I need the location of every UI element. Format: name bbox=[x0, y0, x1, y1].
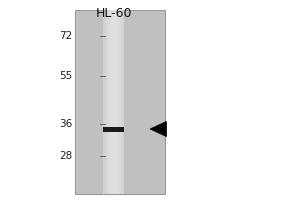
Bar bbox=[117, 10, 118, 194]
Polygon shape bbox=[150, 121, 166, 137]
Bar bbox=[113, 10, 114, 194]
Text: 36: 36 bbox=[59, 119, 72, 129]
Text: 55: 55 bbox=[59, 71, 72, 81]
Bar bbox=[105, 10, 106, 194]
Bar bbox=[107, 10, 108, 194]
Bar bbox=[120, 10, 121, 194]
Bar bbox=[121, 10, 122, 194]
Bar bbox=[106, 10, 107, 194]
Text: HL-60: HL-60 bbox=[96, 7, 132, 20]
Bar bbox=[112, 10, 113, 194]
Bar bbox=[108, 10, 109, 194]
Bar bbox=[103, 10, 124, 194]
Bar bbox=[109, 10, 110, 194]
Bar bbox=[75, 10, 165, 194]
Bar bbox=[111, 10, 112, 194]
Text: 72: 72 bbox=[59, 31, 72, 41]
Bar bbox=[119, 10, 120, 194]
Text: 28: 28 bbox=[59, 151, 72, 161]
Bar bbox=[110, 10, 111, 194]
Bar bbox=[118, 10, 119, 194]
Bar bbox=[103, 127, 124, 132]
Bar bbox=[114, 10, 115, 194]
Bar bbox=[103, 10, 104, 194]
Bar bbox=[122, 10, 124, 194]
Bar bbox=[116, 10, 117, 194]
Bar bbox=[115, 10, 116, 194]
